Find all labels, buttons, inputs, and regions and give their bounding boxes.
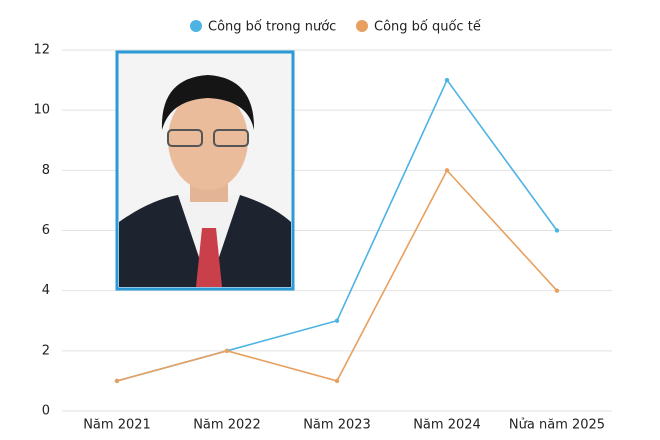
face xyxy=(168,90,248,190)
point xyxy=(334,318,340,323)
legend-label: Công bố trong nước xyxy=(208,20,336,35)
x-tick-label: Năm 2021 xyxy=(83,418,151,433)
point xyxy=(224,348,230,354)
y-tick-label: 12 xyxy=(33,43,50,58)
hair xyxy=(161,75,255,130)
legend-label: Công bố quốc tế xyxy=(374,20,481,35)
legend-marker xyxy=(356,20,368,32)
x-tick-label: Năm 2024 xyxy=(413,418,481,433)
tie xyxy=(196,228,222,287)
glasses xyxy=(213,129,249,147)
y-tick-label: 4 xyxy=(42,283,50,298)
point xyxy=(334,378,340,384)
grid: 0 2 4 6 8 10 12 Năm 2021 Năm 2022 Năm 2023 Năm 202… xyxy=(33,43,612,433)
y-tick-label: 10 xyxy=(33,103,50,118)
legend-marker xyxy=(190,20,202,32)
point xyxy=(554,288,560,293)
point xyxy=(444,77,450,83)
point xyxy=(444,168,450,173)
plot xyxy=(114,77,560,384)
glasses xyxy=(167,129,203,147)
point xyxy=(554,228,560,233)
y-tick-label: 6 xyxy=(42,223,50,238)
point xyxy=(114,378,120,384)
y-tick-label: 0 xyxy=(42,404,50,419)
portrait-photo xyxy=(115,50,295,291)
x-tick-label: Năm 2022 xyxy=(193,418,261,433)
y-tick-label: 8 xyxy=(42,163,50,178)
y-tick-label: 2 xyxy=(42,343,50,358)
x-tick-label: Năm 2023 xyxy=(303,418,371,433)
x-tick-label: Nửa năm 2025 xyxy=(509,418,605,433)
